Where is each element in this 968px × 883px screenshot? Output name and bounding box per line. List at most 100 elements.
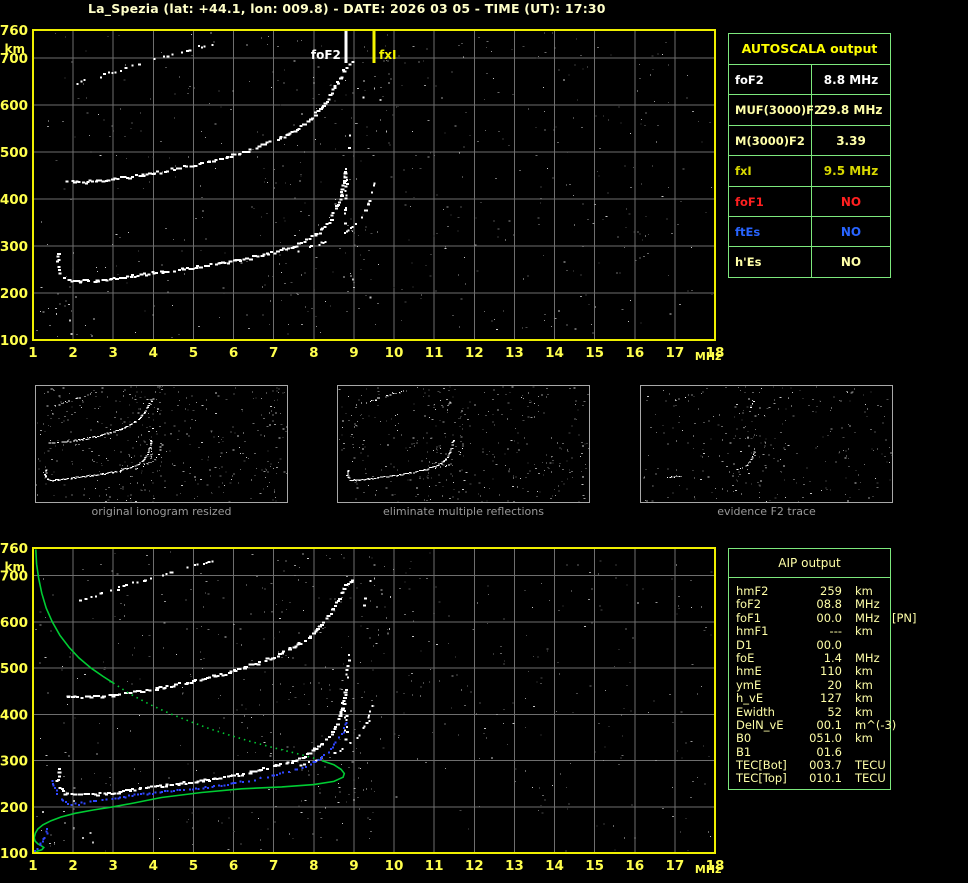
aip-row-hmf1: hmF1 --- km xyxy=(736,624,890,639)
x-tick-label: 2 xyxy=(68,345,77,361)
x-tick-label: 5 xyxy=(189,858,198,874)
aip-note xyxy=(886,706,892,719)
x-axis-unit: MHz xyxy=(695,350,722,363)
aip-row-ewidth: Ewidth 52 km xyxy=(736,704,892,719)
x-tick-label: 13 xyxy=(505,858,524,874)
autoscala-row-fof1: foF1 NO xyxy=(729,185,890,216)
x-tick-label: 18 xyxy=(706,345,725,361)
aip-label: DelN_vE xyxy=(736,717,784,732)
thumb-border xyxy=(337,385,590,503)
fxi-marker-label: fxI xyxy=(379,48,396,62)
y-tick-label: 600 xyxy=(0,615,28,631)
autoscala-param-label: M(3000)F2 xyxy=(729,125,812,156)
x-tick-label: 10 xyxy=(385,858,404,874)
aip-value: 051.0 xyxy=(809,731,842,746)
grid-lines xyxy=(33,30,715,340)
aip-note xyxy=(886,639,892,652)
aip-value: --- xyxy=(829,624,842,639)
autoscala-param-value: 9.5 MHz xyxy=(823,164,879,179)
thumb-noise xyxy=(651,386,893,503)
aip-row-foe: foE 1.4 MHz xyxy=(736,650,890,665)
y-tick-label: 500 xyxy=(0,661,28,677)
y-tick-label: 100 xyxy=(0,846,28,862)
autoscala-param-value: NO xyxy=(840,224,862,239)
thumbnail-caption-original: original ionogram resized xyxy=(91,505,232,518)
autoscala-param-label: MUF(3000)F2 xyxy=(729,95,822,125)
aip-row-fof2: foF2 08.8 MHz xyxy=(736,598,890,611)
y-tick-label: 700 xyxy=(0,569,28,585)
aip-row-delnve: DelN_vE 00.1 m^(-3) xyxy=(736,717,896,732)
thumb-noise xyxy=(38,387,288,501)
x-tick-label: 18 xyxy=(706,858,725,874)
x-tick-label: 3 xyxy=(109,345,118,361)
thumbnail-caption-eliminate: eliminate multiple reflections xyxy=(383,505,544,518)
aip-value: 1.4 xyxy=(823,650,842,665)
thumb-noise xyxy=(341,386,590,502)
aip-note xyxy=(886,732,892,745)
aip-unit xyxy=(842,639,886,652)
aip-row-tecbot: TEC[Bot] 003.7 TECU xyxy=(736,758,892,773)
thumb-traces xyxy=(346,390,464,482)
aip-row-hve: h_vE 127 km xyxy=(736,691,890,706)
noise-dots xyxy=(46,32,713,333)
aip-row-b0: B0 051.0 km xyxy=(736,732,890,745)
plot-border xyxy=(32,29,716,341)
aip-label: B1 xyxy=(736,744,752,759)
aip-unit: km xyxy=(855,624,873,639)
thumb-noise xyxy=(643,387,892,502)
x-tick-label: 15 xyxy=(585,858,604,874)
y-tick-label: 760 xyxy=(0,23,28,39)
aip-label: foF1 xyxy=(736,610,762,625)
autoscala-param-value: NO xyxy=(840,255,862,270)
autoscala-row-ftes: ftEs NO xyxy=(729,215,890,247)
aip-label: hmF1 xyxy=(736,624,769,639)
y-tick-label: 700 xyxy=(0,51,28,67)
x-tick-label: 14 xyxy=(545,858,564,874)
x-tick-label: 8 xyxy=(309,858,318,874)
thumbnail-1 xyxy=(337,385,590,503)
aip-value: 010.1 xyxy=(809,771,842,786)
autoscala-param-value: 29.8 MHz xyxy=(819,103,883,118)
autoscala-row-muf3000f2: MUF(3000)F2 29.8 MHz xyxy=(729,94,890,125)
noise-dots xyxy=(35,557,711,851)
thumb-border xyxy=(35,385,288,503)
x-tick-label: 3 xyxy=(109,858,118,874)
x-tick-label: 16 xyxy=(625,345,644,361)
aip-row-fof1: foF1 00.0 MHz [PN] xyxy=(736,610,917,625)
aip-value: 08.8 xyxy=(816,597,842,612)
aip-unit: km xyxy=(855,664,873,679)
aip-label: h_vE xyxy=(736,691,764,706)
autoscala-row-fof2: foF2 8.8 MHz xyxy=(729,64,890,95)
electron-density-profile xyxy=(112,682,323,762)
autoscala-table-header: AUTOSCALA output xyxy=(741,41,878,56)
aip-value: 01.6 xyxy=(816,744,842,759)
aip-value: 00.0 xyxy=(816,610,842,625)
x-tick-label: 11 xyxy=(425,858,444,874)
x-tick-label: 4 xyxy=(149,345,158,361)
y-axis-unit: km xyxy=(5,560,25,574)
aip-note xyxy=(886,759,892,772)
x-tick-label: 11 xyxy=(425,345,444,361)
y-tick-label: 400 xyxy=(0,707,28,723)
autoscala-param-label: foF2 xyxy=(729,65,812,95)
aip-note xyxy=(886,665,892,678)
autoscala-restored-trace xyxy=(34,721,348,852)
fof2-marker-label: foF2 xyxy=(311,48,341,62)
x-tick-label: 1 xyxy=(28,858,37,874)
aip-label: hmF2 xyxy=(736,584,769,598)
autoscala-output-table: AUTOSCALA output foF2 8.8 MHz MUF(3000)F2 2… xyxy=(728,33,891,278)
x-tick-label: 14 xyxy=(545,345,564,361)
aip-label: TEC[Bot] xyxy=(736,758,787,773)
y-tick-label: 300 xyxy=(0,239,28,255)
aip-note xyxy=(886,772,892,785)
fof2-marker-line xyxy=(344,30,348,63)
aip-label: Ewidth xyxy=(736,704,775,719)
x-tick-label: 6 xyxy=(229,858,238,874)
aip-row-hme: hmE 110 km xyxy=(736,665,890,678)
aip-row-tectop: TEC[Top] 010.1 TECU xyxy=(736,772,890,785)
y-tick-label: 200 xyxy=(0,286,28,302)
autoscala-param-label: foF1 xyxy=(729,186,812,216)
aip-unit: MHz xyxy=(855,610,880,625)
